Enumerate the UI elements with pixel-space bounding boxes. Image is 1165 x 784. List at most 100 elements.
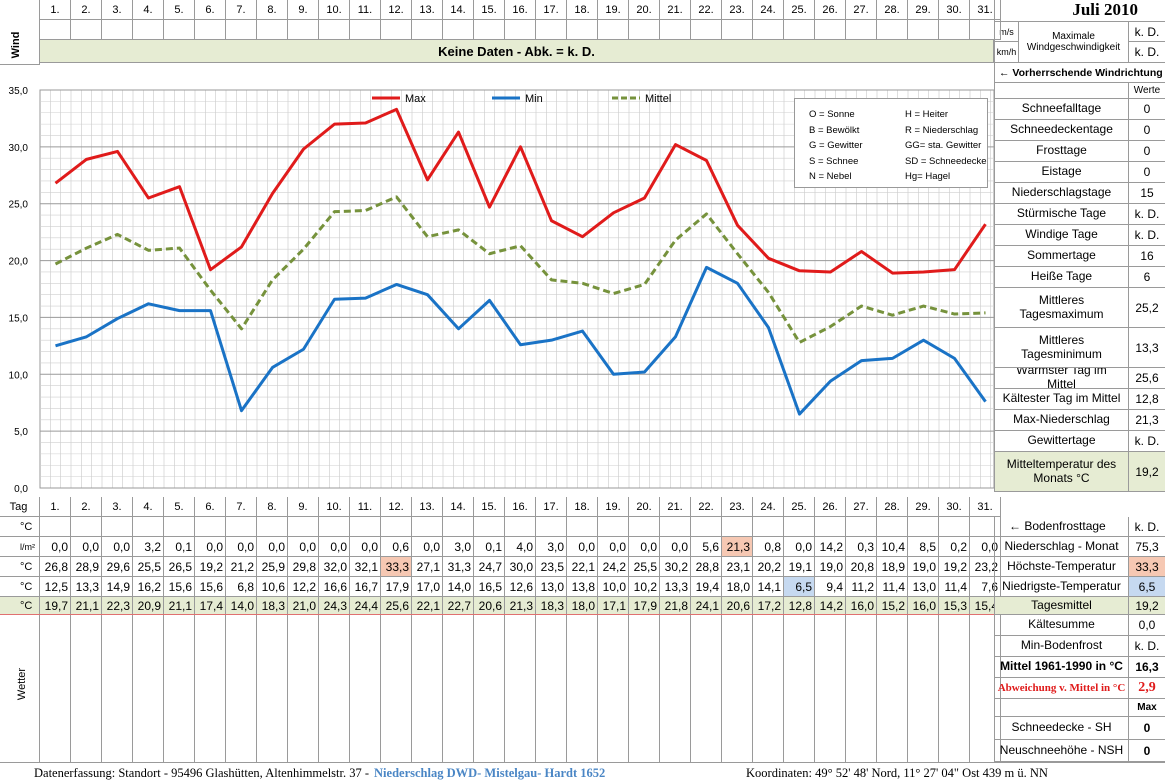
table-cell	[443, 517, 474, 537]
wind-cell	[784, 20, 815, 40]
table-cell: 12,6	[505, 577, 536, 597]
table-cell: 17,9	[381, 577, 412, 597]
table-cell: 26,5	[164, 557, 195, 577]
stat-label: Abweichung v. Mittel in °C	[994, 678, 1128, 699]
stat-value: 6,5	[1128, 577, 1165, 597]
table-cell: 18,3	[257, 597, 288, 615]
day-header-cell: 23.	[722, 0, 753, 20]
stat-label: Niederschlag - Monat	[994, 537, 1128, 557]
stat-label: Wärmster Tag im Mittel	[994, 368, 1128, 389]
code-legend-entry: Hg= Hagel	[905, 171, 951, 182]
wind-cell	[567, 20, 598, 40]
day-header-cell: 14.	[443, 0, 474, 20]
table-cell: 7,6	[970, 577, 1001, 597]
table-cell: 12,8	[784, 597, 815, 615]
day-header-cell: 12.	[381, 0, 412, 20]
table-cell: 0,0	[567, 537, 598, 557]
table-cell	[195, 517, 226, 537]
table-cell: 25,5	[133, 557, 164, 577]
row-unit-label: °C	[0, 597, 40, 615]
table-cell: 0,1	[474, 537, 505, 557]
stat-label: Mittel 1961-1990 in °C	[994, 657, 1128, 678]
table-cell	[164, 517, 195, 537]
table-cell: 13,3	[71, 577, 102, 597]
table-cell: 6,5	[784, 577, 815, 597]
table-cell: 1.	[40, 497, 71, 517]
table-cell: 10.	[319, 497, 350, 517]
stat-label: Gewittertage	[994, 431, 1128, 452]
day-header-cell: 13.	[412, 0, 443, 20]
table-cell: 3.	[102, 497, 133, 517]
table-cell: 3,0	[536, 537, 567, 557]
wetter-cell	[784, 615, 815, 762]
table-cell: 0,0	[40, 537, 71, 557]
stat-label: Schneefalltage	[994, 99, 1128, 120]
table-cell: 0,0	[257, 537, 288, 557]
table-cell: 16.	[505, 497, 536, 517]
table-cell: 24,3	[319, 597, 350, 615]
table-cell	[722, 517, 753, 537]
stat-value: 16	[1128, 246, 1165, 267]
wetter-cell	[877, 615, 908, 762]
table-cell: 21,3	[505, 597, 536, 615]
day-header-cell: 15.	[474, 0, 505, 20]
day-header-cell: 16.	[505, 0, 536, 20]
wetter-cell	[257, 615, 288, 762]
wind-cell	[195, 20, 226, 40]
table-cell: 22.	[691, 497, 722, 517]
stat-value: 25,2	[1128, 288, 1165, 328]
table-cell: 0,0	[195, 537, 226, 557]
y-tick-label: 5,0	[14, 427, 28, 438]
table-cell: 21,3	[722, 537, 753, 557]
table-cell: 9.	[288, 497, 319, 517]
wind-cell	[412, 20, 443, 40]
stat-label: Min-Bodenfrost	[994, 636, 1128, 657]
day-header-cell: 29.	[908, 0, 939, 20]
table-cell: 0,0	[784, 537, 815, 557]
table-cell	[412, 517, 443, 537]
wetter-cell	[164, 615, 195, 762]
table-cell: 21,1	[71, 597, 102, 615]
stat-label: Schneedeckentage	[994, 120, 1128, 141]
table-cell: 16,7	[350, 577, 381, 597]
day-header-cell: 10.	[319, 0, 350, 20]
legend-label: Max	[405, 93, 426, 105]
table-cell: 21,8	[660, 597, 691, 615]
table-cell	[71, 517, 102, 537]
wind-cell	[877, 20, 908, 40]
day-header-cell: 24.	[753, 0, 784, 20]
day-header-cell: 17.	[536, 0, 567, 20]
day-header-cell: 18.	[567, 0, 598, 20]
wind-cell	[474, 20, 505, 40]
wind-cell	[443, 20, 474, 40]
stat-label: Neuschneehöhe - NSH	[994, 740, 1128, 762]
day-header-cell: 1.	[40, 0, 71, 20]
wetter-cell	[970, 615, 1001, 762]
day-header-cell: 11.	[350, 0, 381, 20]
y-tick-label: 30,0	[9, 143, 29, 154]
table-cell	[846, 517, 877, 537]
stat-label: Max-Niederschlag	[994, 410, 1128, 431]
table-cell: 0,0	[319, 537, 350, 557]
table-cell: 18.	[567, 497, 598, 517]
stat-label	[994, 699, 1128, 717]
table-cell	[598, 517, 629, 537]
stat-label: Sommertage	[994, 246, 1128, 267]
day-header-cell: 4.	[133, 0, 164, 20]
code-legend-entry: O = Sonne	[809, 109, 855, 120]
table-cell: 22,3	[102, 597, 133, 615]
table-cell: 28,8	[691, 557, 722, 577]
table-cell: 0,0	[598, 537, 629, 557]
table-cell	[753, 517, 784, 537]
table-cell: 0,2	[939, 537, 970, 557]
werte-header: Werte	[1128, 83, 1165, 99]
table-cell: 9,4	[815, 577, 846, 597]
wetter-cell	[815, 615, 846, 762]
table-cell: 0,6	[381, 537, 412, 557]
table-cell: 19,2	[939, 557, 970, 577]
table-cell: 5.	[164, 497, 195, 517]
stat-value: 0	[1128, 120, 1165, 141]
wind-ms-value: k. D.	[1128, 22, 1165, 42]
wind-cell	[71, 20, 102, 40]
wetter-cell	[288, 615, 319, 762]
